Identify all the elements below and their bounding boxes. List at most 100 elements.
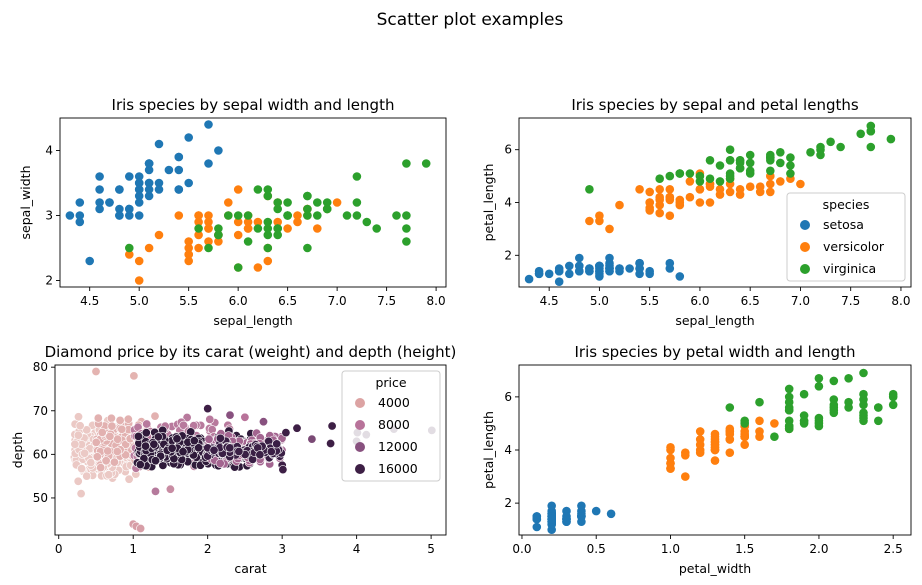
point-versicolor [645, 206, 654, 215]
diamond-point [151, 486, 161, 496]
x-tick-label: 5 [427, 542, 435, 556]
point-versicolor [770, 419, 779, 428]
diamond-point [215, 458, 225, 468]
point-virginica [874, 416, 883, 426]
point-virginica [283, 198, 292, 207]
point-versicolor [715, 190, 725, 199]
diamond-point [141, 441, 151, 451]
point-versicolor [695, 185, 705, 194]
point-setosa [125, 172, 134, 181]
diamond-point [86, 458, 96, 468]
diamond-point [258, 417, 268, 427]
point-setosa [554, 266, 564, 276]
point-virginica [342, 211, 352, 220]
diamond-point [292, 423, 302, 433]
x-tick-label: 7.5 [377, 294, 396, 308]
point-versicolor [735, 190, 745, 199]
diamond-point [93, 413, 103, 423]
point-versicolor [204, 211, 213, 220]
point-versicolor [755, 432, 764, 442]
point-versicolor [214, 237, 223, 246]
x-tick-label: 1.5 [735, 542, 754, 556]
point-virginica [844, 403, 853, 412]
point-virginica [263, 191, 273, 201]
point-setosa [606, 509, 616, 519]
point-setosa [134, 172, 144, 181]
point-versicolor [595, 216, 604, 226]
point-virginica [745, 166, 755, 176]
point-versicolor [710, 443, 720, 452]
point-virginica [362, 217, 372, 227]
point-versicolor [681, 472, 690, 481]
diamond-point [142, 419, 152, 429]
point-setosa [95, 198, 104, 207]
point-versicolor [695, 427, 705, 436]
point-virginica [402, 224, 411, 233]
point-setosa [565, 261, 574, 271]
point-versicolor [645, 187, 654, 197]
x-tick-label: 5.0 [590, 294, 609, 308]
point-versicolor [293, 217, 302, 227]
point-versicolor [766, 179, 775, 189]
point-virginica [886, 134, 896, 144]
figure-title: Scatter plot examples [377, 10, 564, 30]
point-setosa [214, 146, 223, 155]
point-virginica [806, 148, 815, 157]
point-virginica [755, 397, 764, 407]
legend-title: species [823, 197, 870, 212]
point-virginica [814, 374, 824, 383]
diamond-point [167, 443, 177, 453]
x-tick-label: 5.0 [130, 294, 149, 308]
point-versicolor [204, 237, 213, 246]
diamond-point [70, 439, 80, 449]
diamond-point [75, 421, 85, 431]
point-versicolor [184, 237, 193, 246]
point-versicolor [134, 276, 144, 285]
point-setosa [184, 178, 193, 188]
point-virginica [725, 403, 735, 412]
point-virginica [402, 237, 411, 246]
point-virginica [303, 243, 312, 253]
point-virginica [243, 237, 253, 246]
point-setosa [575, 266, 584, 276]
point-versicolor [665, 211, 675, 220]
point-versicolor [273, 217, 283, 227]
diamond-point [77, 464, 87, 474]
point-setosa [125, 204, 134, 214]
diamond-point [91, 437, 101, 447]
point-setosa [125, 211, 134, 220]
chart-3-points [69, 366, 437, 533]
point-versicolor [154, 230, 164, 240]
point-virginica [214, 224, 223, 233]
diamond-point [113, 434, 123, 444]
point-virginica [740, 416, 749, 426]
point-versicolor [766, 187, 775, 197]
point-versicolor [233, 185, 243, 194]
point-virginica [859, 395, 868, 404]
x-tick-label: 5.5 [179, 294, 198, 308]
point-setosa [605, 253, 614, 263]
point-versicolor [194, 230, 203, 240]
diamond-point [76, 489, 86, 499]
diamond-point [73, 476, 83, 486]
point-setosa [134, 211, 144, 220]
point-virginica [214, 230, 223, 240]
point-setosa [605, 261, 614, 271]
point-setosa [554, 277, 564, 287]
point-virginica [685, 169, 695, 178]
point-setosa [154, 178, 164, 188]
point-virginica [243, 211, 253, 220]
diamond-point [165, 484, 175, 494]
legend: species setosa versicolor virginica [786, 192, 906, 282]
point-versicolor [666, 443, 675, 452]
diamond-point [91, 366, 101, 376]
point-virginica [352, 198, 362, 207]
diamond-point [141, 428, 151, 438]
point-versicolor [645, 198, 654, 207]
x-axis-label: carat [234, 561, 266, 576]
x-tick-label: 7.0 [791, 294, 810, 308]
point-setosa [144, 191, 154, 201]
point-setosa [174, 152, 184, 162]
diamond-point [194, 443, 204, 453]
point-setosa [154, 185, 164, 194]
